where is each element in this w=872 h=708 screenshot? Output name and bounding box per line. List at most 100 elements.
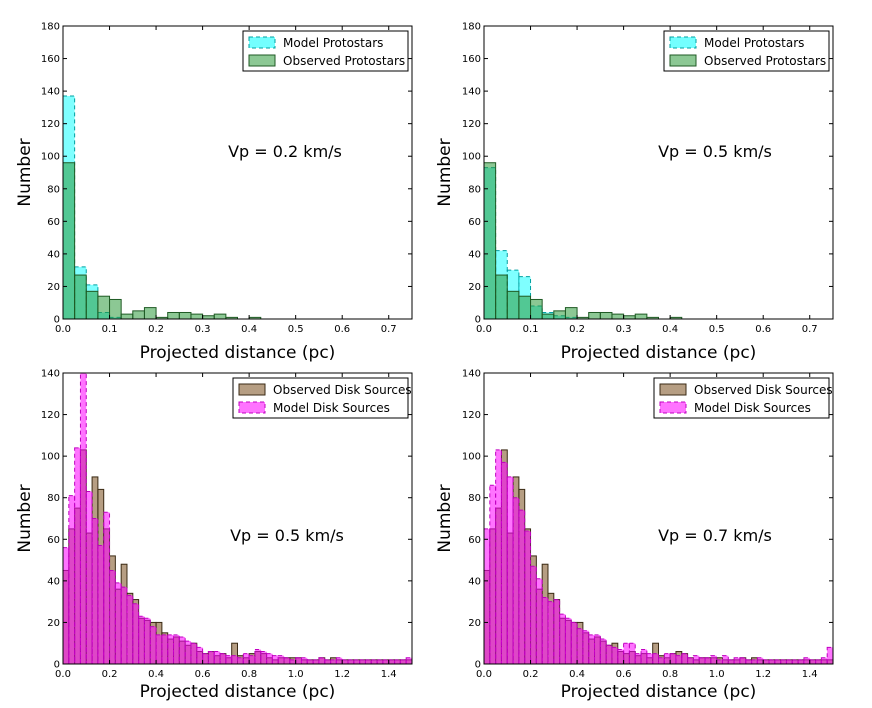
bar-model-42 — [306, 659, 314, 664]
bar-model-50 — [774, 659, 782, 664]
x-tick-label: 0.7 — [381, 324, 397, 335]
bar-model-41 — [721, 655, 729, 664]
bar-model-52 — [364, 659, 372, 664]
x-tick-label: 0.4 — [148, 669, 164, 680]
bar-model-46 — [751, 659, 758, 664]
bar-observed-10 — [178, 311, 192, 319]
bar-model-23 — [196, 646, 204, 664]
bar-model-11 — [126, 594, 134, 664]
bar-model-6 — [518, 509, 526, 664]
bar-model-19 — [173, 634, 180, 664]
bar-model-29 — [231, 655, 239, 664]
bar-model-23 — [617, 648, 625, 664]
legend-swatch-model — [248, 36, 276, 49]
bar-model-56 — [809, 659, 817, 664]
x-tick-label: 0.1 — [523, 324, 539, 335]
legend-swatch-observed — [669, 54, 697, 67]
legend-label-observed: Observed Protostars — [704, 54, 826, 68]
bar-observed-4 — [530, 298, 543, 319]
x-tick-label: 0.0 — [55, 324, 71, 335]
bar-model-21 — [184, 640, 192, 664]
legend-swatch-model — [238, 401, 266, 414]
bar-model-25 — [207, 651, 215, 664]
bar-observed-9 — [588, 311, 601, 319]
x-tick-label: 0.8 — [241, 669, 257, 680]
bar-observed-3 — [97, 295, 111, 319]
bar-model-17 — [582, 630, 590, 664]
bar-model-3 — [500, 461, 508, 664]
bar-model-54 — [376, 659, 384, 664]
bar-model-6 — [97, 545, 105, 664]
bar-model-51 — [780, 659, 787, 664]
bar-model-5 — [91, 518, 99, 664]
bar-model-12 — [553, 599, 561, 664]
x-axis-label: Projected distance (pc) — [140, 682, 336, 702]
x-tick-label: 0.2 — [102, 669, 118, 680]
bar-model-15 — [149, 626, 157, 664]
bar-model-12 — [132, 603, 140, 664]
bar-model-43 — [312, 659, 320, 664]
bar-model-17 — [161, 634, 169, 664]
bar-model-56 — [388, 659, 396, 664]
bar-model-28 — [646, 653, 654, 664]
bar-observed-10 — [599, 311, 613, 319]
bar-model-38 — [704, 657, 712, 664]
y-tick-label: 140 — [462, 369, 481, 380]
bar-model-33 — [675, 655, 683, 664]
bar-model-34 — [681, 653, 689, 664]
y-tick-label: 160 — [41, 54, 60, 65]
x-tick-label: 0.6 — [334, 324, 350, 335]
legend: Model Protostars Observed Protostars — [242, 30, 409, 72]
bar-model-10 — [541, 596, 549, 664]
bar-observed-1 — [495, 274, 508, 319]
y-axis-label: Number — [15, 484, 35, 552]
y-tick-label: 60 — [468, 535, 481, 546]
bar-observed-4 — [109, 298, 122, 319]
bar-observed-0 — [63, 162, 76, 319]
y-tick-label: 40 — [468, 576, 481, 587]
x-tick-label: 0.2 — [148, 324, 164, 335]
legend-label-observed: Observed Disk Sources — [694, 383, 833, 397]
bar-model-35 — [266, 653, 273, 664]
y-tick-label: 100 — [462, 152, 481, 163]
x-tick-label: 0.3 — [616, 324, 632, 335]
y-tick-label: 140 — [41, 369, 60, 380]
bar-model-35 — [687, 657, 694, 664]
bar-observed-11 — [611, 313, 625, 319]
bar-model-3 — [79, 373, 87, 664]
bar-observed-29 — [231, 642, 239, 664]
bar-model-20 — [599, 638, 607, 664]
bar-observed-6 — [553, 310, 566, 319]
axes-frame — [62, 25, 413, 320]
x-tick-label: 0.0 — [476, 669, 492, 680]
axes-frame — [483, 372, 834, 665]
bar-model-58 — [399, 659, 407, 664]
bar-model-7 — [103, 511, 111, 664]
bar-model-39 — [710, 655, 718, 664]
bar-model-14 — [143, 617, 151, 664]
bars-group — [484, 162, 683, 319]
bar-model-48 — [341, 659, 349, 664]
x-tick-label: 0.6 — [755, 324, 771, 335]
bar-model-0 — [484, 528, 491, 664]
axes-frame — [483, 25, 834, 320]
chart-panel-4: 0.0 0.2 0.4 0.6 0.8 1.0 1.2 1.4 0 20 40 60 80 100 120 1… — [435, 369, 834, 702]
x-tick-label: 1.2 — [334, 669, 350, 680]
bar-model-57 — [394, 659, 401, 664]
y-tick-label: 20 — [47, 618, 60, 629]
legend: Model Protostars Observed Protostars — [663, 30, 830, 72]
bar-model-31 — [242, 653, 250, 664]
x-tick-label: 1.0 — [709, 669, 725, 680]
y-tick-label: 40 — [47, 576, 60, 587]
bar-observed-7 — [143, 307, 157, 319]
y-tick-label: 100 — [41, 152, 60, 163]
bar-model-52 — [785, 659, 793, 664]
axes-frame — [62, 372, 413, 665]
bar-model-20 — [178, 636, 186, 664]
bar-model-49 — [347, 659, 355, 664]
x-tick-label: 1.4 — [802, 669, 818, 680]
bar-model-2 — [74, 447, 81, 664]
y-tick-label: 40 — [47, 249, 60, 260]
velocity-annotation: Vp = 0.5 km/s — [658, 142, 772, 161]
